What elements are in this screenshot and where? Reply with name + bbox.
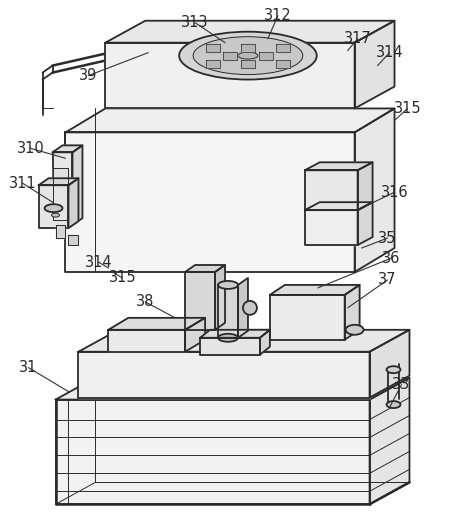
Polygon shape [68,178,79,228]
Polygon shape [39,178,79,185]
Polygon shape [105,43,355,109]
Polygon shape [55,225,66,238]
Circle shape [243,301,257,315]
Polygon shape [185,265,225,272]
Text: 39: 39 [79,68,97,83]
Polygon shape [55,378,409,399]
Text: 314: 314 [376,45,403,60]
Polygon shape [370,330,409,397]
Polygon shape [358,202,372,245]
Ellipse shape [387,366,401,373]
Ellipse shape [179,32,317,80]
Polygon shape [73,145,82,225]
Polygon shape [109,318,205,330]
Text: 33: 33 [392,377,411,392]
Polygon shape [79,352,370,397]
Text: 35: 35 [378,231,397,246]
Polygon shape [206,60,220,67]
Text: 315: 315 [109,270,136,286]
Polygon shape [276,44,290,52]
Text: 317: 317 [344,31,371,46]
Polygon shape [215,265,225,330]
Ellipse shape [52,213,60,217]
Polygon shape [370,378,409,504]
Text: 37: 37 [378,272,397,287]
Text: 310: 310 [17,141,44,156]
Polygon shape [185,272,215,330]
Polygon shape [200,338,260,355]
Ellipse shape [238,52,258,59]
Polygon shape [185,318,205,352]
Text: 311: 311 [9,175,36,191]
Text: 315: 315 [394,101,421,116]
Polygon shape [305,210,358,245]
Polygon shape [53,168,68,220]
Ellipse shape [44,204,62,212]
Polygon shape [276,60,290,67]
Text: 313: 313 [182,15,209,30]
Polygon shape [241,60,255,67]
Ellipse shape [218,334,238,342]
Polygon shape [53,145,82,152]
Polygon shape [305,202,372,210]
Polygon shape [355,21,395,109]
Polygon shape [53,152,73,225]
Polygon shape [259,52,273,60]
Polygon shape [238,278,248,338]
Polygon shape [355,109,395,272]
Ellipse shape [346,325,364,335]
Polygon shape [260,330,270,355]
Ellipse shape [387,401,401,408]
Text: 312: 312 [264,8,292,23]
Polygon shape [55,399,370,504]
Polygon shape [66,109,395,132]
Polygon shape [305,162,372,170]
Polygon shape [218,285,238,338]
Polygon shape [270,285,359,295]
Polygon shape [39,185,68,228]
Polygon shape [270,295,345,340]
Polygon shape [109,330,185,352]
Text: 36: 36 [383,250,401,266]
Polygon shape [68,235,79,245]
Ellipse shape [193,37,303,74]
Polygon shape [305,170,358,210]
Ellipse shape [218,281,238,289]
Polygon shape [358,162,372,210]
Text: 316: 316 [381,185,408,200]
Polygon shape [223,52,237,60]
Text: 38: 38 [136,295,154,309]
Polygon shape [79,330,409,352]
Polygon shape [105,21,395,43]
Polygon shape [206,44,220,52]
Polygon shape [345,285,359,340]
Polygon shape [200,330,270,338]
Polygon shape [241,44,255,52]
Polygon shape [66,132,355,272]
Text: 31: 31 [19,360,38,375]
Text: 314: 314 [85,255,112,269]
